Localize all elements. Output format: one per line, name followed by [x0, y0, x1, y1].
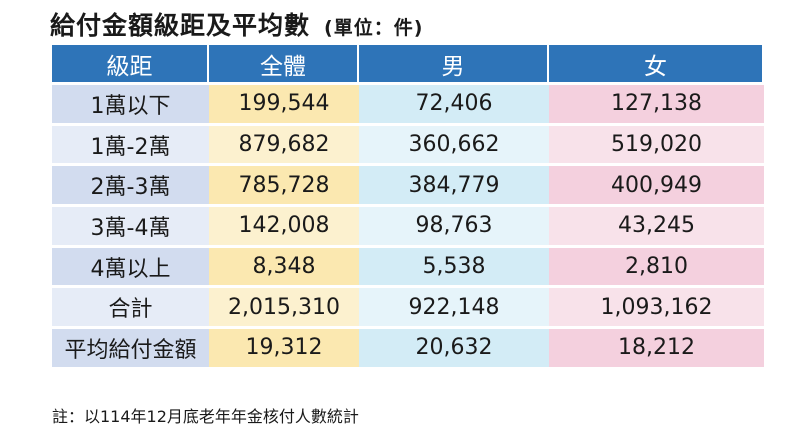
row-label: 2萬-3萬 — [52, 166, 209, 206]
total-cell: 142,008 — [209, 207, 359, 246]
male-cell: 360,662 — [359, 125, 549, 165]
total-cell: 199,544 — [209, 85, 359, 124]
male-cell: 20,632 — [359, 329, 549, 368]
total-cell: 8,348 — [209, 247, 359, 287]
female-cell: 400,949 — [549, 166, 764, 206]
header-female: 女 — [549, 45, 764, 83]
row-label: 3萬-4萬 — [52, 207, 209, 246]
row-label: 1萬以下 — [52, 85, 209, 124]
male-cell: 5,538 — [359, 247, 549, 287]
unit-label: (單位：件) — [324, 17, 424, 39]
male-cell: 72,406 — [359, 85, 549, 124]
header-range: 級距 — [52, 45, 209, 83]
total-cell: 879,682 — [209, 125, 359, 165]
row-label: 1萬-2萬 — [52, 125, 209, 165]
row-label: 平均給付金額 — [52, 329, 209, 368]
footnote: 註：以114年12月底老年年金核付人數統計 — [52, 407, 359, 426]
header-male: 男 — [359, 45, 549, 83]
title-text: 給付金額級距及平均數 — [50, 11, 311, 40]
female-cell: 43,245 — [549, 207, 764, 246]
male-cell: 922,148 — [359, 288, 549, 328]
header-total: 全體 — [209, 45, 359, 83]
row-label: 4萬以上 — [52, 247, 209, 287]
page-title: 給付金額級距及平均數 (單位：件) — [50, 6, 423, 42]
female-cell: 2,810 — [549, 247, 764, 287]
male-cell: 98,763 — [359, 207, 549, 246]
female-cell: 1,093,162 — [549, 288, 764, 328]
male-cell: 384,779 — [359, 166, 549, 206]
female-cell: 127,138 — [549, 85, 764, 124]
total-cell: 785,728 — [209, 166, 359, 206]
female-cell: 519,020 — [549, 125, 764, 165]
total-cell: 19,312 — [209, 329, 359, 368]
total-cell: 2,015,310 — [209, 288, 359, 328]
row-label: 合計 — [52, 288, 209, 328]
data-table: 級距 全體 男 女 1萬以下 199,544 72,406 127,138 1萬… — [52, 45, 764, 368]
female-cell: 18,212 — [549, 329, 764, 368]
